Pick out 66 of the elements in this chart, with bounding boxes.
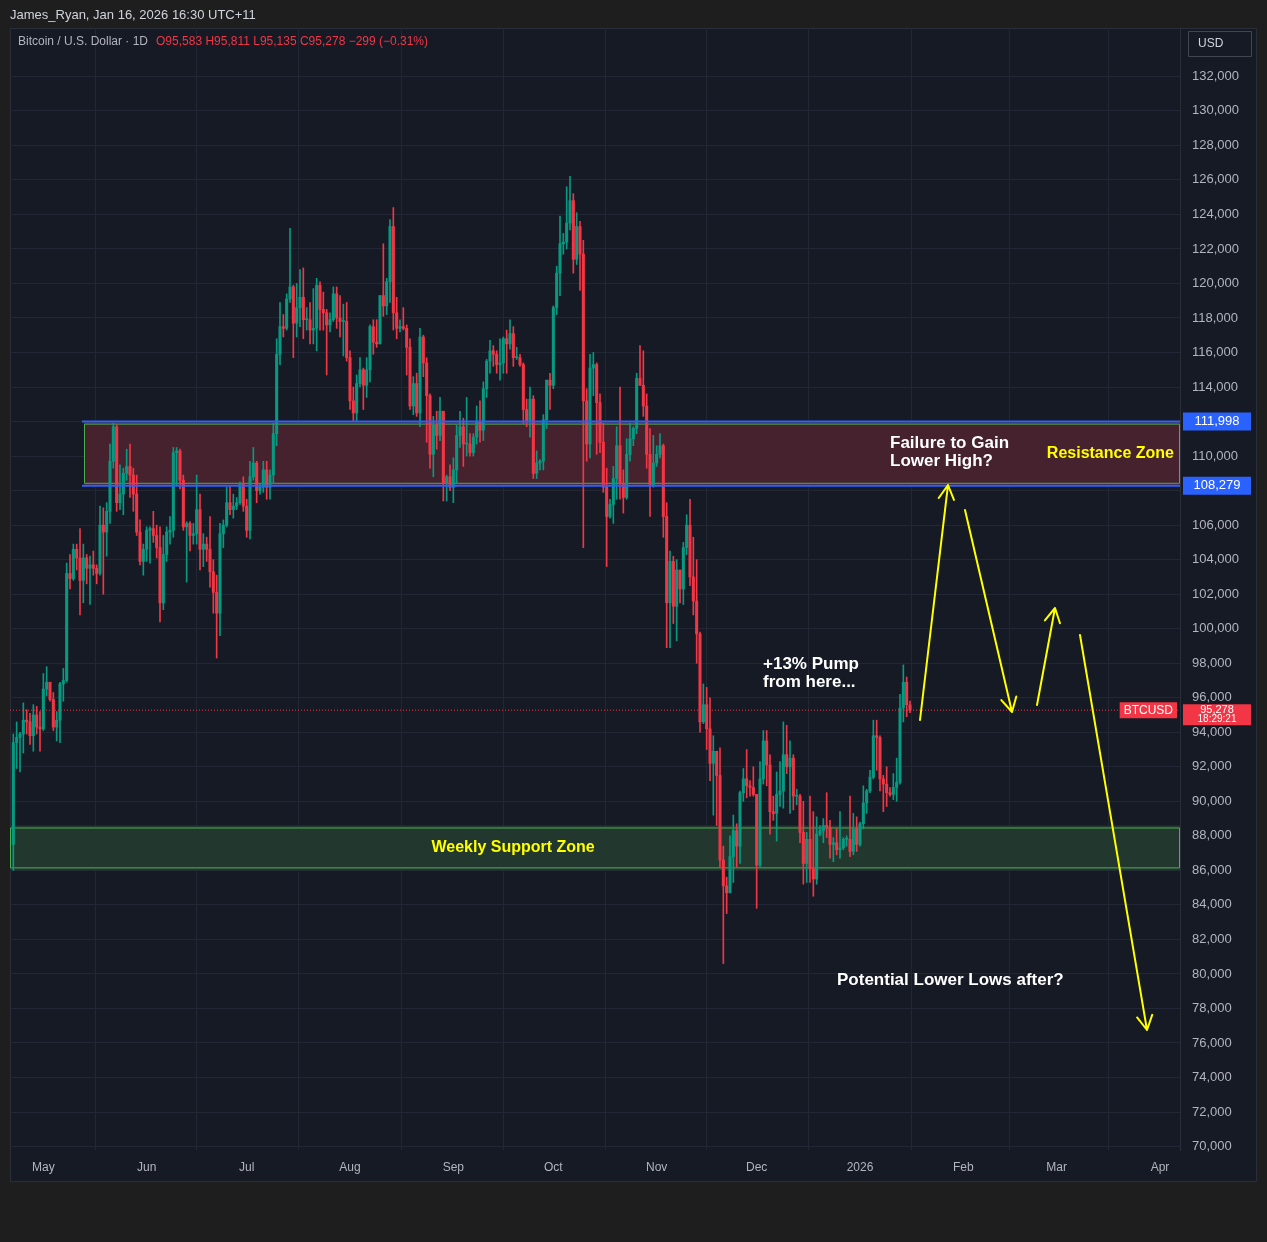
y-tick-label: 104,000 [1192, 551, 1239, 567]
y-tick-label: 122,000 [1192, 240, 1239, 256]
y-tick-label: 72,000 [1192, 1103, 1232, 1119]
candlestick [548, 372, 552, 410]
x-tick-label: Oct [544, 1159, 564, 1174]
annotation: BTCUSD [1123, 702, 1174, 717]
y-tick-label: 86,000 [1192, 861, 1232, 877]
y-tick-label: 114,000 [1192, 378, 1239, 394]
y-tick-label: 92,000 [1192, 758, 1232, 774]
y-tick-label: 120,000 [1192, 275, 1239, 291]
candlestick [478, 400, 482, 443]
y-tick-label: 78,000 [1192, 1000, 1232, 1016]
text: James_Ryan, Jan 16, 2026 16:30 UTC+11 [10, 6, 256, 22]
y-tick-label: 124,000 [1192, 206, 1239, 221]
annotation: Potential Lower Lows after? [837, 969, 1064, 989]
candlestick [848, 795, 852, 857]
text: Bitcoin / U.S. Dollar · 1D [18, 34, 149, 49]
x-tick-label: Jun [136, 1159, 157, 1174]
x-tick-label: Feb [952, 1159, 974, 1174]
candlestick [68, 554, 72, 590]
y-tick-label: 118,000 [1192, 309, 1239, 325]
x-tick-label: Aug [339, 1159, 361, 1174]
y-tick-label: 130,000 [1192, 102, 1239, 118]
y-tick-label: 128,000 [1192, 136, 1239, 152]
ref-line-label: 111,998 [1194, 413, 1240, 429]
text: 18:29:21 [1197, 713, 1237, 725]
y-tick-label: 90,000 [1192, 792, 1232, 808]
y-tick-label: 126,000 [1192, 171, 1239, 187]
y-tick-label: 76,000 [1192, 1034, 1232, 1050]
ref-line-label: 95,278 [1200, 702, 1234, 715]
y-tick-label: 82,000 [1192, 930, 1232, 946]
candlestick [838, 811, 842, 859]
candlestick [498, 338, 502, 381]
x-tick-label: Sep [442, 1159, 465, 1174]
x-tick-label: 2026 [846, 1159, 874, 1174]
x-tick-label: Jul [238, 1159, 255, 1174]
x-tick-label: Mar [1046, 1159, 1067, 1174]
y-tick-label: 132,000 [1192, 67, 1239, 83]
x-tick-label: Nov [645, 1159, 668, 1174]
y-tick-label: 116,000 [1192, 344, 1239, 360]
annotation: +13% Pump from here... [763, 653, 859, 691]
y-tick-label: 70,000 [1192, 1138, 1232, 1154]
candlestick [148, 526, 152, 564]
y-tick-label: 80,000 [1192, 965, 1232, 981]
candlestick [88, 555, 92, 605]
annotation: Failure to Gain Lower High? [890, 432, 1010, 470]
x-tick-label: Dec [745, 1159, 768, 1174]
candlestick [398, 319, 402, 333]
y-tick-label: 88,000 [1192, 827, 1232, 843]
x-tick-label: Apr [1150, 1159, 1170, 1174]
x-tick-label: May [32, 1159, 55, 1174]
ref-line-label: 108,279 [1193, 477, 1241, 493]
y-tick-label: 100,000 [1192, 620, 1239, 636]
y-tick-label: 84,000 [1192, 896, 1232, 912]
text: O95,583 H95,811 L95,135 C95,278 −299 (−0.31%) [156, 34, 429, 49]
y-tick-label: 110,000 [1192, 447, 1239, 463]
y-tick-label: 96,000 [1192, 689, 1232, 705]
text: USD [1198, 36, 1224, 51]
candlestick [788, 740, 792, 814]
y-tick-label: 106,000 [1192, 516, 1239, 532]
y-tick-label: 74,000 [1192, 1069, 1232, 1085]
band-label: Weekly Support Zone [431, 838, 595, 856]
y-tick-label: 94,000 [1192, 723, 1232, 739]
band-label: Resistance Zone [1046, 444, 1175, 462]
y-tick-label: 98,000 [1192, 654, 1232, 670]
y-tick-label: 102,000 [1192, 585, 1239, 601]
